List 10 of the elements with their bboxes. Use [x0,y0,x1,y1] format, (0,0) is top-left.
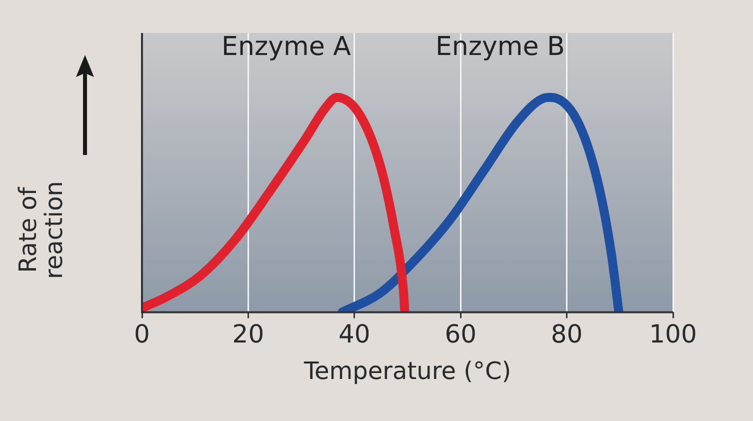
x-tick-label: 20 [232,320,264,349]
x-tick-label: 60 [444,320,477,349]
series-label: Enzyme A [222,32,352,62]
x-tick-label: 40 [338,320,370,349]
x-tick-label: 80 [550,320,583,349]
x-axis-title: Temperature (°C) [302,356,512,385]
series-label: Enzyme B [435,32,565,62]
y-axis-title: Rate of reaction [14,180,69,281]
x-tick-label: 100 [649,320,697,349]
x-tick-label: 0 [134,320,150,349]
